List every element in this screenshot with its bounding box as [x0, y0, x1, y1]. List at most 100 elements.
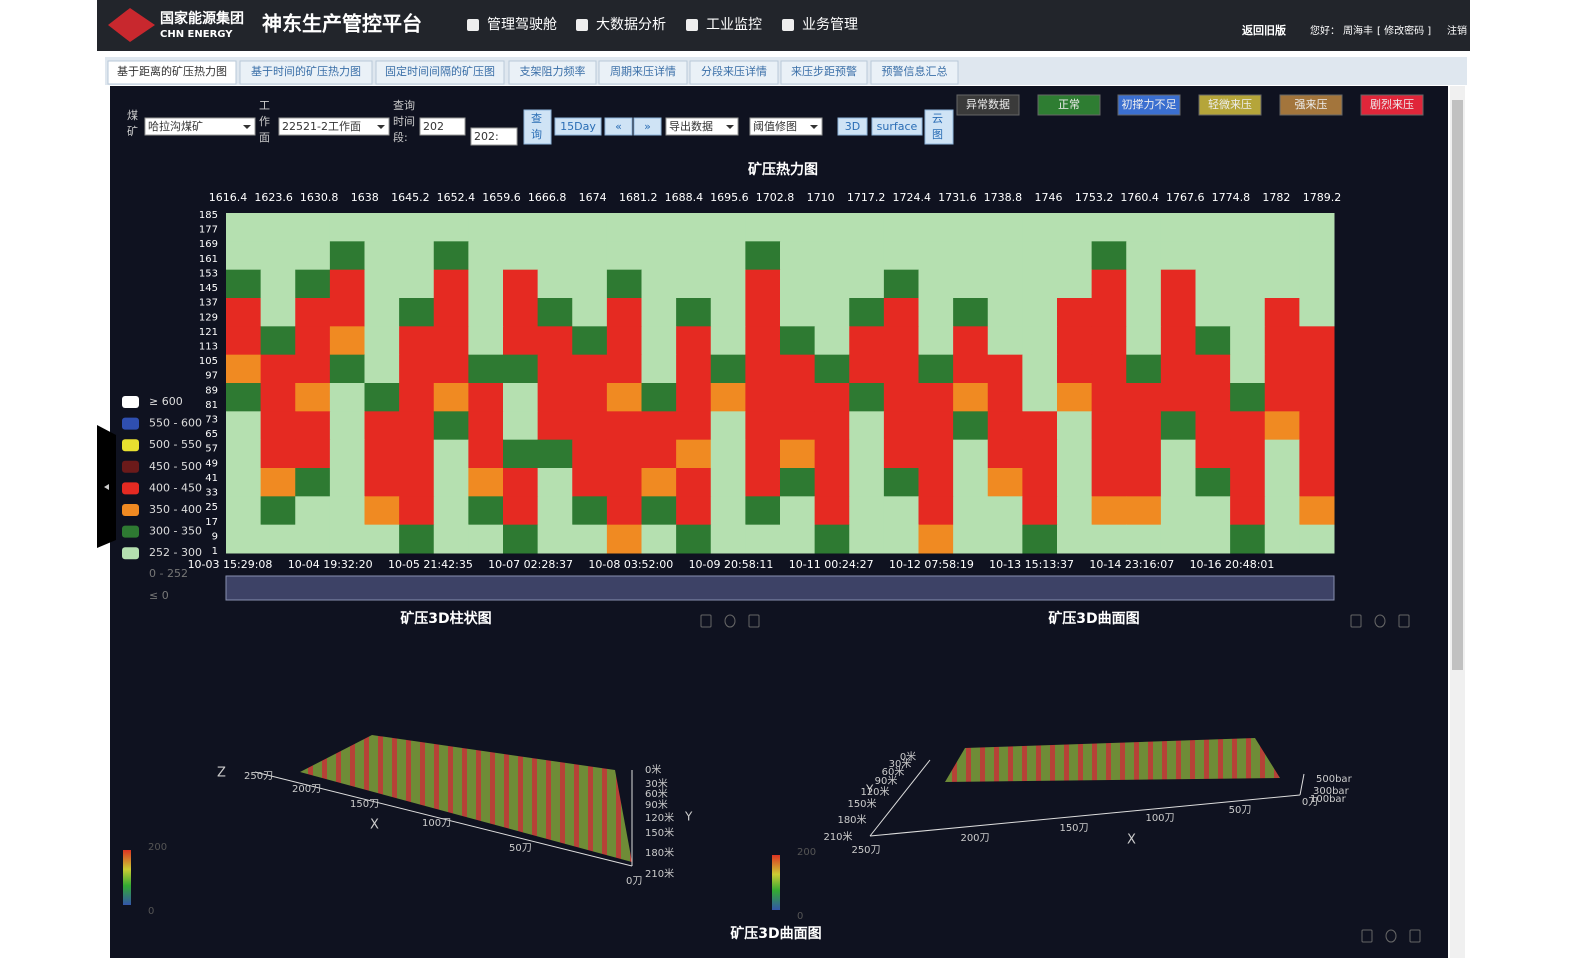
- tab[interactable]: [689, 60, 779, 85]
- heat-cell: [503, 524, 539, 554]
- nav-item[interactable]: 大数据分析: [596, 17, 666, 33]
- zoom-slider[interactable]: [225, 575, 1335, 601]
- nav-item[interactable]: 管理驾驶舱: [487, 17, 557, 33]
- heat-cell: [918, 496, 954, 526]
- button[interactable]: [837, 117, 868, 136]
- heat-cell: [503, 383, 539, 412]
- start-date-value: 202: [423, 120, 444, 133]
- legend-swatch[interactable]: [122, 482, 139, 495]
- heat-cell: [918, 241, 954, 271]
- status-button[interactable]: [956, 94, 1020, 116]
- tab[interactable]: [508, 60, 597, 85]
- x-tick-label: 250刀: [851, 845, 880, 856]
- legend-label: 450 - 500: [149, 460, 202, 473]
- scroll-thumb: [1452, 100, 1463, 670]
- heat-cell: [503, 298, 539, 327]
- y-tick-label: 177: [199, 225, 218, 236]
- select-button[interactable]: [665, 117, 739, 136]
- status-button[interactable]: [1360, 94, 1424, 116]
- heat-cell: [918, 354, 954, 384]
- heat-cell: [399, 496, 435, 526]
- face-select[interactable]: [278, 117, 390, 136]
- start-date[interactable]: [419, 117, 466, 136]
- status-button[interactable]: [1037, 94, 1101, 116]
- user-name: 周海丰: [1343, 24, 1373, 37]
- select-button[interactable]: [749, 117, 823, 136]
- heat-cell: [399, 468, 435, 497]
- heat-cell: [780, 496, 816, 526]
- heat-cell: [1299, 326, 1335, 356]
- heat-cell: [1160, 354, 1196, 384]
- toolbox-icon[interactable]: [1350, 614, 1362, 628]
- y-tick-label: 121: [199, 327, 218, 338]
- legend-swatch[interactable]: [122, 417, 139, 430]
- heat-cell: [1091, 496, 1127, 526]
- mine-select[interactable]: [144, 117, 256, 136]
- heat-cell: [1160, 496, 1196, 526]
- heat-cell: [641, 241, 677, 271]
- toolbox-icon[interactable]: [1385, 929, 1397, 943]
- heat-cell: [1091, 524, 1127, 554]
- status-label: 异常数据: [966, 97, 1010, 111]
- nav-item[interactable]: 业务管理: [802, 17, 858, 33]
- heat-cell: [399, 213, 435, 242]
- toolbox-icon[interactable]: [1361, 929, 1373, 943]
- y-tick-label: 185: [199, 210, 218, 221]
- heat-cell: [329, 468, 365, 497]
- x-bottom-label: 10-11 00:24:27: [789, 558, 874, 571]
- toolbox-icon[interactable]: [748, 614, 760, 628]
- heat-cell: [641, 213, 677, 242]
- heat-cell: [1091, 326, 1127, 356]
- button[interactable]: [871, 117, 923, 136]
- heat-cell: [260, 213, 296, 242]
- status-button[interactable]: [1198, 94, 1262, 116]
- toolbox-icon[interactable]: [700, 614, 712, 628]
- heat-cell: [849, 524, 885, 554]
- x-top-tick-label: 1695.6: [710, 191, 749, 204]
- tab[interactable]: [375, 60, 505, 85]
- legend-swatch[interactable]: [122, 525, 139, 538]
- heat-cell: [641, 354, 677, 384]
- tab[interactable]: [598, 60, 688, 85]
- chart-title: 矿压热力图: [748, 161, 818, 178]
- y-tick-label: 120米: [860, 785, 889, 798]
- status-button[interactable]: [1117, 94, 1181, 116]
- button[interactable]: [604, 117, 633, 136]
- legend-swatch[interactable]: [122, 547, 139, 560]
- heat-cell: [399, 354, 435, 384]
- toolbox-icon[interactable]: [724, 614, 736, 628]
- tab[interactable]: [870, 60, 959, 85]
- heat-cell: [260, 383, 296, 412]
- heat-cell: [849, 383, 885, 412]
- heat-cell: [1126, 298, 1162, 327]
- legend-swatch[interactable]: [122, 504, 139, 516]
- x-top-tick-label: 1710: [807, 191, 835, 204]
- button-label: »: [644, 120, 651, 133]
- button[interactable]: [633, 117, 662, 136]
- toolbox-icon[interactable]: [1374, 614, 1386, 628]
- heat-cell: [1126, 213, 1162, 242]
- nav-item[interactable]: 工业监控: [706, 17, 762, 33]
- end-date[interactable]: [470, 127, 518, 146]
- button[interactable]: [554, 117, 602, 136]
- x-bottom-label: 10-14 23:16:07: [1089, 558, 1174, 571]
- heat-cell: [641, 298, 677, 327]
- tab[interactable]: [239, 60, 373, 85]
- heat-cell: [953, 524, 989, 554]
- legend-swatch[interactable]: [122, 460, 139, 473]
- heat-cell: [260, 269, 296, 299]
- button[interactable]: [523, 109, 552, 145]
- tab[interactable]: [107, 60, 237, 85]
- heat-cell: [364, 468, 400, 497]
- legend-swatch[interactable]: [122, 396, 139, 408]
- tab[interactable]: [780, 60, 868, 85]
- heat-cell: [468, 354, 504, 384]
- legend-swatch[interactable]: [122, 439, 139, 452]
- toolbox-icon[interactable]: [1409, 929, 1421, 943]
- button-label: 查询: [531, 112, 542, 141]
- heat-cell: [1264, 326, 1300, 356]
- toolbox-icon[interactable]: [1398, 614, 1410, 628]
- heat-cell: [260, 439, 296, 469]
- status-button[interactable]: [1279, 94, 1343, 116]
- button[interactable]: [924, 109, 954, 145]
